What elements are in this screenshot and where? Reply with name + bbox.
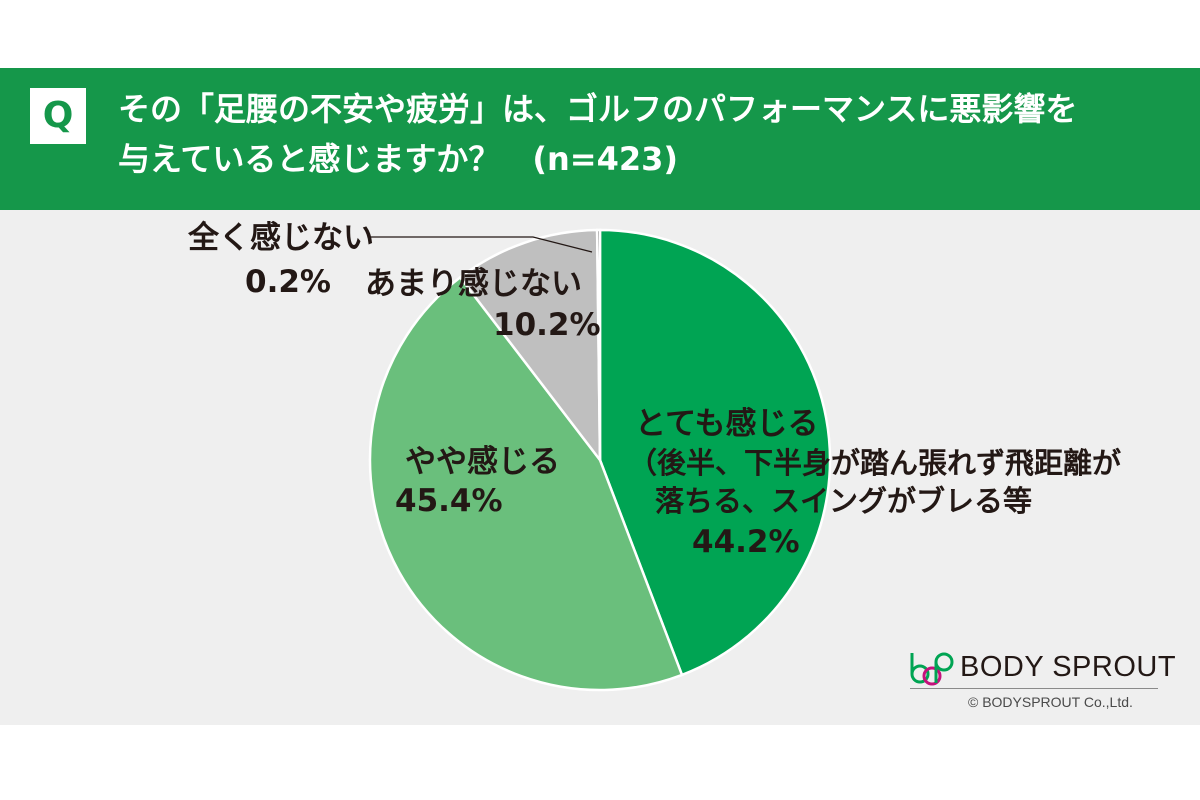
label-amari-name: あまり感じない (365, 266, 582, 302)
label-yaya-value: 45.4% (395, 483, 503, 519)
question-text: その「足腰の不安や疲労」は、ゴルフのパフォーマンスに悪影響を 与えていると感じま… (118, 84, 1158, 184)
question-badge: Q (30, 88, 86, 144)
bodysprout-logo-icon (910, 652, 954, 686)
question-banner (0, 68, 1200, 210)
chart-area: 全く感じない 0.2% あまり感じない 10.2% やや感じる 45.4% とて… (0, 210, 1200, 725)
brand-divider (910, 688, 1158, 689)
label-zenzen-name: 全く感じない (187, 220, 374, 256)
brand-name: BODY SPROUT (960, 651, 1177, 683)
label-totemo-sub1: （後半、下半身が踏ん張れず飛距離が (628, 446, 1121, 480)
question-line-2: 与えていると感じますか？ (n=423) (118, 140, 679, 178)
slice-yaya (368, 275, 684, 692)
slice-totemo (598, 228, 832, 677)
label-totemo-name: とても感じる (635, 406, 819, 442)
label-yaya-name: やや感じる (405, 444, 560, 480)
pie-chart: 全く感じない 0.2% あまり感じない 10.2% やや感じる 45.4% とて… (187, 220, 1121, 692)
slice-amari (458, 228, 602, 464)
leader-line-zenzen (368, 236, 593, 253)
label-zenzen-value: 0.2% (245, 264, 331, 300)
question-line-1: その「足腰の不安や疲労」は、ゴルフのパフォーマンスに悪影響を (118, 90, 1078, 128)
label-totemo-value: 44.2% (692, 524, 800, 560)
slice-zenzen (595, 228, 602, 461)
brand-copyright: © BODYSPROUT Co.,Ltd. (968, 694, 1133, 710)
brand-block: BODY SPROUT © BODYSPROUT Co.,Ltd. (910, 645, 1176, 715)
label-totemo-sub2: 落ちる、スイングがブレる等 (655, 484, 1032, 518)
label-amari-value: 10.2% (493, 307, 601, 343)
